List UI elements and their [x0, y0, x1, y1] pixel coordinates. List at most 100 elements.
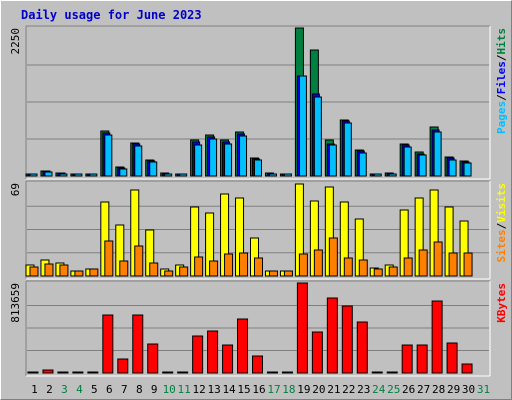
bar-pages-day-16 [254, 159, 262, 177]
bar-kbytes-day-30 [461, 363, 473, 374]
bar-pages-day-27 [418, 154, 427, 177]
bar-pages-day-8 [134, 145, 143, 177]
bar-pages-day-26 [403, 146, 412, 177]
bar-sites-day-12 [194, 256, 204, 277]
bar-kbytes-day-9 [147, 343, 159, 374]
bar-kbytes-day-3 [57, 371, 69, 374]
bar-sites-day-27 [418, 249, 428, 277]
x-tick-label: 20 [312, 383, 325, 396]
x-tick-label: 23 [357, 383, 370, 396]
chart-title: Daily usage for June 2023 [21, 8, 202, 22]
bar-pages-day-21 [328, 144, 337, 177]
x-tick-label: 6 [106, 383, 113, 396]
bar-sites-day-23 [358, 259, 368, 277]
bar-sites-day-7 [119, 260, 129, 277]
legend-hits: Hits [495, 28, 508, 55]
bar-pages-day-7 [119, 168, 128, 177]
bar-sites-day-29 [448, 252, 458, 277]
bar-kbytes-day-10 [162, 371, 174, 374]
bar-pages-day-18 [283, 173, 292, 177]
x-tick-label: 17 [267, 383, 280, 396]
bar-sites-day-21 [328, 237, 338, 277]
x-tick-label: 10 [163, 383, 176, 396]
x-tick-label: 4 [76, 383, 83, 396]
bar-pages-day-10 [164, 173, 173, 177]
bar-kbytes-day-13 [207, 330, 219, 374]
bar-kbytes-day-15 [237, 318, 249, 374]
x-tick-label: 26 [402, 383, 415, 396]
x-tick-label: 31 [477, 383, 490, 396]
bar-kbytes-day-5 [87, 371, 99, 374]
legend-sites: Sites [495, 229, 508, 262]
bar-pages-day-17 [268, 173, 277, 177]
x-tick-label: 24 [372, 383, 386, 396]
bar-sites-day-4 [74, 270, 84, 277]
x-tick-label: 2 [46, 383, 53, 396]
x-tick-label: 13 [207, 383, 220, 396]
bar-sites-day-5 [89, 268, 99, 277]
bar-sites-day-25 [388, 266, 398, 277]
legend-separator: / [495, 54, 508, 61]
x-tick-label: 5 [91, 383, 98, 396]
x-tick-label: 19 [297, 383, 310, 396]
x-tick-label: 27 [417, 383, 430, 396]
bar-sites-day-24 [373, 268, 383, 277]
x-tick-label: 21 [327, 383, 340, 396]
bar-sites-day-11 [179, 266, 189, 277]
bar-kbytes-day-26 [401, 344, 413, 374]
bar-kbytes-day-11 [177, 371, 189, 374]
bar-sites-day-8 [134, 245, 144, 277]
panel-2-legend: Sites/Visits [495, 183, 508, 263]
bar-pages-day-24 [373, 173, 382, 177]
x-tick-label: 25 [387, 383, 400, 396]
bar-sites-day-28 [433, 241, 443, 277]
legend-visits: Visits [495, 183, 508, 223]
bar-sites-day-3 [59, 264, 69, 277]
bar-kbytes-day-23 [356, 321, 368, 374]
x-tick-label: 15 [237, 383, 250, 396]
x-tick-label: 22 [342, 383, 355, 396]
bar-sites-day-20 [313, 249, 323, 277]
bar-sites-day-17 [268, 270, 278, 277]
bar-kbytes-day-25 [386, 371, 398, 374]
x-tick-label: 11 [178, 383, 191, 396]
bar-kbytes-day-27 [416, 344, 428, 374]
bar-kbytes-day-21 [326, 297, 338, 374]
bar-sites-day-15 [239, 252, 249, 277]
bar-sites-day-2 [44, 263, 54, 277]
x-tick-label: 12 [193, 383, 206, 396]
legend-pages: Pages [495, 101, 508, 134]
bar-kbytes-day-22 [341, 305, 353, 374]
x-tick-label: 8 [136, 383, 143, 396]
bar-pages-day-28 [433, 131, 442, 177]
bar-pages-day-19 [298, 75, 307, 177]
bar-kbytes-day-28 [431, 300, 443, 374]
bar-sites-day-1 [29, 266, 39, 277]
bar-kbytes-day-1 [27, 371, 39, 374]
x-tick-label: 29 [447, 383, 460, 396]
bar-kbytes-day-18 [281, 371, 293, 374]
bar-kbytes-day-24 [371, 371, 383, 374]
bar-kbytes-day-7 [117, 358, 129, 374]
bar-pages-day-1 [29, 173, 38, 177]
bar-pages-day-30 [463, 162, 472, 177]
bar-sites-day-9 [149, 262, 159, 277]
legend-separator: / [495, 222, 508, 229]
bar-sites-day-26 [403, 257, 413, 277]
x-tick-label: 1 [31, 383, 38, 396]
x-tick-label: 28 [432, 383, 445, 396]
bar-pages-day-14 [224, 143, 233, 177]
panel-3-legend: KBytes [495, 283, 508, 323]
bar-pages-day-23 [358, 152, 367, 177]
bar-sites-day-10 [164, 270, 174, 277]
bar-pages-day-12 [194, 144, 203, 177]
panel-3-max-label: 813659 [9, 283, 22, 323]
bar-pages-day-2 [44, 171, 53, 177]
panel-1-legend: Pages/Files/Hits [495, 28, 508, 134]
bar-sites-day-16 [254, 257, 263, 277]
bar-kbytes-day-12 [192, 335, 204, 374]
legend-kbytes: KBytes [495, 283, 508, 323]
x-tick-label: 16 [252, 383, 265, 396]
bar-pages-day-29 [448, 159, 457, 177]
